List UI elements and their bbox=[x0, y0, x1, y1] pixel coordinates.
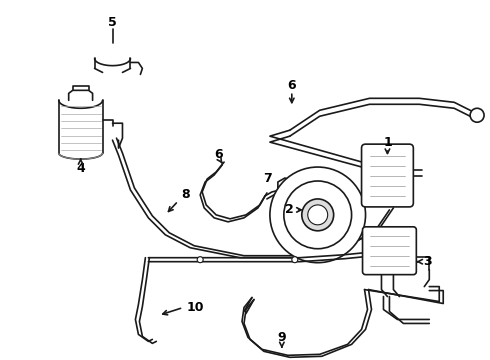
FancyBboxPatch shape bbox=[363, 227, 416, 275]
Circle shape bbox=[302, 199, 334, 231]
Text: 2: 2 bbox=[286, 203, 294, 216]
Circle shape bbox=[270, 167, 366, 263]
Circle shape bbox=[197, 257, 203, 263]
Circle shape bbox=[308, 205, 328, 225]
Text: 7: 7 bbox=[264, 171, 272, 185]
Circle shape bbox=[284, 181, 352, 249]
Text: 9: 9 bbox=[277, 331, 286, 344]
Text: 3: 3 bbox=[423, 255, 432, 268]
Circle shape bbox=[470, 108, 484, 122]
Text: 6: 6 bbox=[288, 79, 296, 92]
Text: 4: 4 bbox=[76, 162, 85, 175]
Circle shape bbox=[292, 257, 298, 263]
FancyBboxPatch shape bbox=[362, 144, 414, 207]
Text: 1: 1 bbox=[383, 136, 392, 149]
Text: 8: 8 bbox=[181, 188, 190, 202]
Text: 10: 10 bbox=[186, 301, 204, 314]
Text: 6: 6 bbox=[214, 148, 222, 161]
Text: 5: 5 bbox=[108, 16, 117, 29]
